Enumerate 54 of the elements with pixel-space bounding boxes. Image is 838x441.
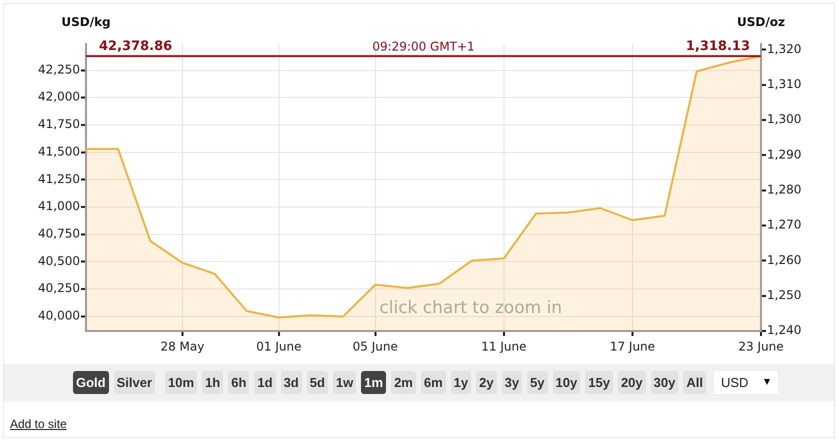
button[interactable]: Gold xyxy=(73,371,109,394)
button[interactable]: 10m xyxy=(165,371,198,394)
button[interactable]: 2m xyxy=(391,371,416,394)
button[interactable]: 6m xyxy=(420,371,446,394)
button[interactable]: All xyxy=(683,371,706,394)
button[interactable]: 15y xyxy=(585,371,613,394)
button[interactable]: 3y xyxy=(502,371,522,394)
y2-tick-label: 1,240 xyxy=(767,323,802,338)
button[interactable]: 5y xyxy=(527,371,548,394)
y-tick-label: 40,500 xyxy=(38,254,80,268)
x-tick-label: 28 May xyxy=(160,339,204,354)
button[interactable]: 30y xyxy=(650,371,678,394)
button[interactable]: 5d xyxy=(306,371,328,394)
annotation: click chart to zoom in xyxy=(379,298,562,318)
y2-tick-label: 1,260 xyxy=(767,252,802,267)
y2-axis-title: USD/oz xyxy=(737,15,785,30)
button[interactable]: 6h xyxy=(228,371,250,394)
y-tick-label: 41,250 xyxy=(38,172,80,186)
y2-tick-label: 1,280 xyxy=(767,182,802,196)
y2-tick-label: 1,310 xyxy=(767,76,802,91)
button[interactable]: 1m xyxy=(361,371,386,394)
y-tick-label: 40,000 xyxy=(38,308,80,323)
button[interactable]: 1d xyxy=(254,371,276,394)
y-tick-label: 41,750 xyxy=(38,117,80,132)
y2-tick-label: 1,300 xyxy=(767,112,802,126)
annotation: 1,318.13 xyxy=(686,39,750,54)
x-tick-label: 11 June xyxy=(481,339,526,354)
dropdown[interactable]: USD xyxy=(714,371,778,394)
y-tick-label: 41,500 xyxy=(38,144,80,158)
button[interactable]: 1y xyxy=(450,371,472,394)
x-tick-label: 17 June xyxy=(610,339,656,354)
x-tick-label: 23 June xyxy=(738,339,784,354)
ref-line-label: 42,378.86 xyxy=(99,39,172,54)
button[interactable]: 1w xyxy=(332,371,356,394)
y-tick-label: 42,000 xyxy=(38,90,80,104)
y-tick-label: 42,250 xyxy=(38,62,80,76)
y-tick-label: 40,750 xyxy=(38,226,80,241)
y2-tick-label: 1,250 xyxy=(767,288,802,302)
y2-tick-label: 1,290 xyxy=(767,147,802,162)
button[interactable]: 2y xyxy=(476,371,497,394)
y-axis-title: USD/kg xyxy=(61,15,111,30)
annotation: 09:29:00 GMT+1 xyxy=(372,39,475,54)
button[interactable]: 3d xyxy=(280,371,302,394)
button[interactable]: Silver xyxy=(114,371,156,394)
button[interactable]: 1h xyxy=(202,371,224,394)
button[interactable]: 20y xyxy=(618,371,646,394)
x-tick-label: 01 June xyxy=(256,339,302,354)
link[interactable]: Add to site xyxy=(10,417,67,431)
x-tick-label: 05 June xyxy=(352,339,398,354)
button[interactable]: 10y xyxy=(552,371,580,394)
y2-tick-label: 1,270 xyxy=(767,218,802,232)
y-tick-label: 40,250 xyxy=(38,281,80,296)
y2-tick-label: 1,320 xyxy=(767,42,802,56)
y-tick-label: 41,000 xyxy=(38,199,80,214)
